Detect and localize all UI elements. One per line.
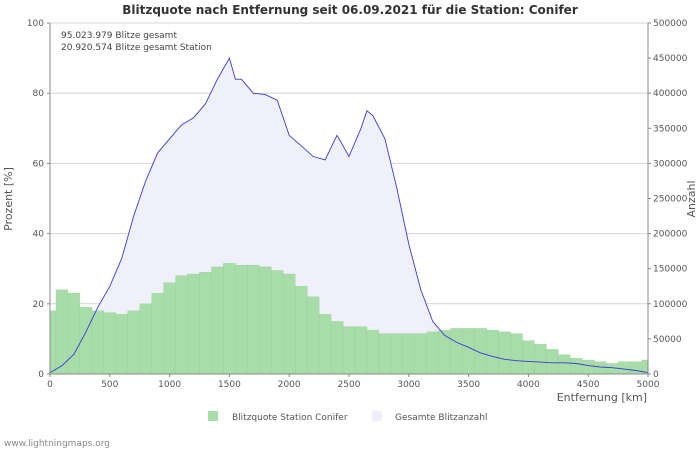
- ratio-bar: [426, 331, 439, 375]
- x-tick-label: 3000: [397, 380, 420, 390]
- ratio-bar: [390, 333, 404, 375]
- ratio-bar: [366, 329, 380, 375]
- ratio-bar: [438, 329, 451, 375]
- info-line-total: 95.023.979 Blitze gesamt: [61, 31, 177, 41]
- ratio-bar: [127, 310, 140, 375]
- total-line: [49, 56, 649, 374]
- ratio-bar: [67, 293, 81, 375]
- y-tick-label-right: 350000: [653, 124, 688, 134]
- ratio-bar: [283, 273, 296, 375]
- ratio-bar: [49, 310, 57, 375]
- tick-labels: 0 500 1000 1500 2000 2500 3000 3500 4000 4500 5000…: [27, 19, 688, 390]
- ratio-bar: [558, 354, 571, 375]
- y-tick-label-right: 200000: [653, 230, 688, 240]
- ratio-bar: [318, 314, 332, 375]
- x-tick-label: 0: [47, 380, 53, 390]
- y-tick-label-right: 250000: [653, 195, 688, 205]
- ratio-bar: [354, 326, 368, 375]
- ratio-bar: [91, 310, 105, 375]
- ratio-bar: [247, 265, 260, 375]
- ratio-bar: [115, 314, 128, 375]
- ratio-bar: [223, 263, 236, 375]
- ratio-bar: [163, 282, 176, 375]
- ratio-bar: [605, 363, 619, 375]
- y-tick-label-left: 20: [33, 300, 45, 310]
- legend-swatch-total: [372, 411, 382, 421]
- ratio-bar: [546, 349, 559, 375]
- y-axis-label-right: Anzahl: [685, 180, 698, 217]
- y-tick-label-left: 60: [33, 159, 45, 169]
- ratio-bar: [498, 331, 511, 375]
- ratio-bar: [330, 321, 344, 375]
- ratio-bar: [594, 361, 607, 375]
- y-tick-label-right: 0: [653, 370, 659, 380]
- info-line-station: 20.920.574 Blitze gesamt Station: [61, 43, 212, 53]
- ratio-bar: [414, 333, 427, 375]
- ratio-bars: [49, 263, 649, 375]
- y-tick-label-right: 300000: [653, 159, 688, 169]
- y-tick-label-right: 450000: [653, 54, 688, 64]
- ratio-bar: [103, 312, 116, 375]
- ratio-bar: [259, 266, 272, 375]
- ratio-bar: [462, 328, 475, 375]
- y-tick-label-left: 100: [27, 19, 44, 29]
- y-tick-label-left: 0: [38, 370, 44, 380]
- ratio-bar: [450, 328, 463, 375]
- total-lightning-line: [49, 56, 649, 374]
- ratio-bar: [510, 333, 523, 375]
- ratio-bar: [378, 333, 392, 375]
- x-axis-label: Entfernung [km]: [557, 391, 647, 404]
- y-tick-label-left: 80: [33, 89, 45, 99]
- ratio-bar: [486, 329, 499, 375]
- ratio-bar: [199, 272, 212, 375]
- ratio-bar: [175, 275, 188, 375]
- legend-swatch-ratio: [208, 411, 218, 421]
- ratio-bar: [139, 303, 152, 375]
- ratio-bar: [629, 361, 643, 375]
- x-tick-label: 2500: [338, 380, 361, 390]
- x-tick-label: 1500: [218, 380, 241, 390]
- y-tick-label-right: 100000: [653, 300, 688, 310]
- ratio-bar: [617, 361, 631, 375]
- y-tick-label-right: 50000: [653, 335, 682, 345]
- ratio-bar: [570, 358, 583, 375]
- ratio-bar: [187, 273, 200, 375]
- legend: Blitzquote Station Conifer Gesamte Blitz…: [208, 411, 488, 423]
- x-tick-label: 4500: [577, 380, 600, 390]
- ratio-bar: [151, 293, 164, 375]
- y-tick-label-right: 400000: [653, 89, 688, 99]
- ratio-bar: [582, 359, 595, 375]
- ratio-bar: [402, 333, 415, 375]
- y-tick-label-right: 500000: [653, 19, 688, 29]
- chart-title: Blitzquote nach Entfernung seit 06.09.20…: [122, 3, 578, 17]
- x-tick-label: 500: [101, 380, 118, 390]
- ratio-bar: [342, 326, 356, 375]
- ratio-bar: [235, 265, 248, 375]
- x-tick-label: 3500: [457, 380, 480, 390]
- x-tick-label: 2000: [278, 380, 301, 390]
- y-tick-label-right: 150000: [653, 265, 688, 275]
- axes: [47, 22, 651, 377]
- x-tick-label: 5000: [637, 380, 660, 390]
- legend-label-ratio: Blitzquote Station Conifer: [232, 413, 348, 423]
- ratio-bar: [271, 270, 284, 375]
- ratio-bar: [522, 340, 535, 375]
- ratio-bar: [295, 286, 308, 375]
- ratio-bar: [534, 344, 547, 375]
- x-tick-label: 1000: [158, 380, 181, 390]
- x-tick-label: 4000: [517, 380, 540, 390]
- y-tick-label-left: 40: [33, 230, 45, 240]
- footer-credit: www.lightningmaps.org: [4, 439, 110, 449]
- ratio-bar: [211, 266, 224, 375]
- y-axis-label-left: Prozent [%]: [2, 167, 15, 231]
- legend-label-total: Gesamte Blitzanzahl: [395, 413, 488, 423]
- ratio-bar: [306, 296, 320, 375]
